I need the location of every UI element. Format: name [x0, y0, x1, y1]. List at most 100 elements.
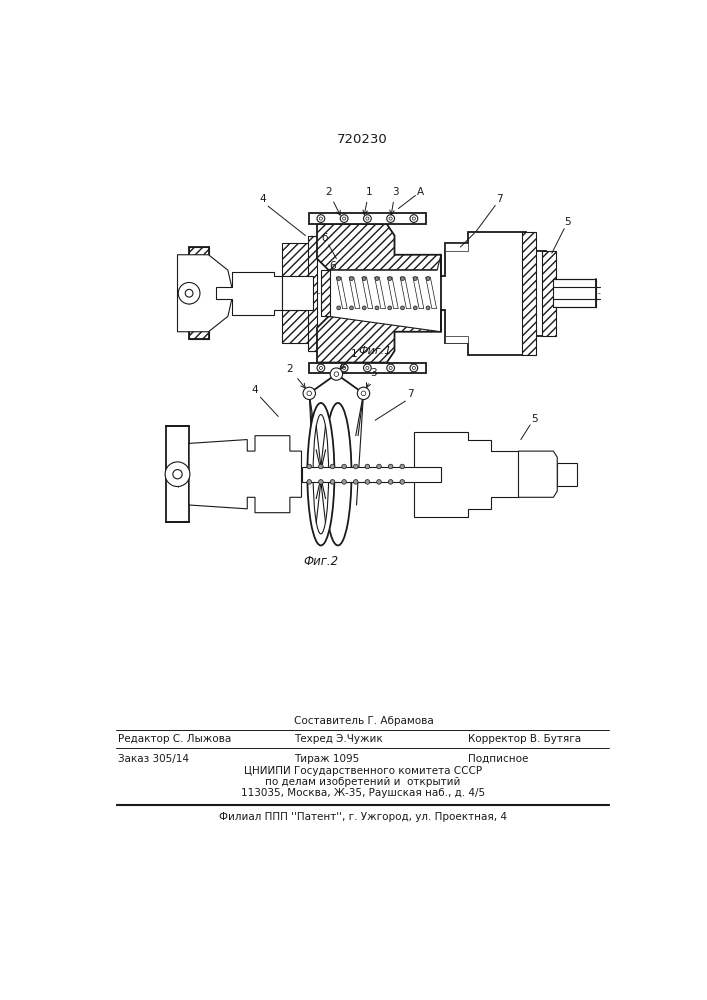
Text: 7: 7: [407, 389, 414, 399]
Polygon shape: [426, 277, 436, 309]
Circle shape: [354, 464, 358, 469]
Polygon shape: [375, 277, 385, 309]
Bar: [282, 276, 313, 310]
Text: 3: 3: [390, 187, 398, 215]
Circle shape: [401, 277, 404, 281]
Polygon shape: [189, 436, 301, 513]
Text: 4: 4: [259, 194, 266, 204]
Polygon shape: [362, 277, 373, 309]
Text: ЦНИИПИ Государственного комитета СССР: ЦНИИПИ Государственного комитета СССР: [244, 766, 481, 776]
Bar: [309, 213, 426, 224]
Bar: [308, 235, 317, 351]
Text: Тираж 1095: Тираж 1095: [293, 754, 359, 764]
Circle shape: [377, 480, 381, 484]
Circle shape: [366, 366, 369, 369]
Text: Корректор В. Бутяга: Корректор В. Бутяга: [468, 734, 581, 744]
Circle shape: [410, 215, 418, 222]
Circle shape: [178, 282, 200, 304]
Bar: [557, 463, 577, 486]
Text: 1: 1: [363, 187, 373, 215]
Bar: [522, 232, 537, 355]
Circle shape: [319, 480, 323, 484]
Bar: [257, 272, 259, 315]
Circle shape: [387, 215, 395, 222]
Circle shape: [337, 306, 341, 310]
Circle shape: [362, 306, 366, 310]
Circle shape: [387, 364, 395, 372]
Circle shape: [414, 306, 417, 310]
Circle shape: [330, 368, 343, 380]
Circle shape: [426, 277, 430, 281]
Polygon shape: [282, 310, 321, 351]
Polygon shape: [317, 316, 441, 363]
Ellipse shape: [308, 403, 334, 545]
Circle shape: [363, 215, 371, 222]
Text: Фиг.1: Фиг.1: [358, 346, 392, 356]
Circle shape: [388, 480, 393, 484]
Circle shape: [317, 364, 325, 372]
Circle shape: [389, 366, 392, 369]
Bar: [301, 466, 441, 482]
Circle shape: [173, 470, 182, 479]
Circle shape: [349, 306, 354, 310]
Circle shape: [414, 277, 417, 281]
Circle shape: [375, 277, 379, 281]
Polygon shape: [414, 432, 518, 517]
Polygon shape: [189, 443, 224, 505]
Circle shape: [365, 480, 370, 484]
Bar: [445, 243, 468, 251]
Circle shape: [317, 215, 325, 222]
Text: Заказ 305/14: Заказ 305/14: [118, 754, 189, 764]
Text: 720230: 720230: [337, 133, 388, 146]
Text: 1: 1: [341, 349, 357, 369]
Circle shape: [349, 277, 354, 281]
Circle shape: [330, 464, 335, 469]
Circle shape: [400, 464, 404, 469]
Polygon shape: [189, 247, 209, 339]
Circle shape: [319, 464, 323, 469]
Circle shape: [334, 372, 339, 376]
Circle shape: [362, 277, 366, 281]
Text: 2: 2: [325, 187, 340, 215]
Polygon shape: [282, 235, 321, 276]
Bar: [445, 336, 468, 343]
Polygon shape: [400, 277, 411, 309]
Circle shape: [357, 387, 370, 400]
Circle shape: [400, 480, 404, 484]
Bar: [441, 276, 452, 310]
Circle shape: [375, 306, 379, 310]
Circle shape: [363, 364, 371, 372]
Text: Подписное: Подписное: [468, 754, 529, 764]
Circle shape: [366, 217, 369, 220]
Circle shape: [307, 480, 312, 484]
Text: б: б: [322, 233, 328, 243]
Circle shape: [307, 391, 312, 396]
Bar: [244, 272, 247, 315]
Text: Составитель Г. Абрамова: Составитель Г. Абрамова: [293, 716, 433, 726]
Polygon shape: [329, 255, 445, 332]
Circle shape: [185, 289, 193, 297]
Polygon shape: [441, 232, 554, 355]
Bar: [542, 251, 556, 336]
Bar: [166, 426, 189, 522]
Circle shape: [320, 217, 322, 220]
Circle shape: [343, 366, 346, 369]
Bar: [309, 363, 426, 373]
Circle shape: [412, 366, 416, 369]
Circle shape: [388, 464, 393, 469]
Circle shape: [354, 480, 358, 484]
Circle shape: [426, 306, 430, 310]
Circle shape: [389, 217, 392, 220]
Bar: [263, 272, 266, 315]
Polygon shape: [387, 277, 398, 309]
Circle shape: [365, 464, 370, 469]
Text: 2: 2: [286, 364, 305, 388]
Text: по делам изобретений и  открытий: по делам изобретений и открытий: [265, 777, 460, 787]
Circle shape: [165, 462, 190, 487]
Text: Техред Э.Чужик: Техред Э.Чужик: [293, 734, 382, 744]
Text: 5: 5: [564, 217, 571, 227]
Text: A: A: [416, 187, 423, 197]
Circle shape: [361, 391, 366, 396]
Circle shape: [341, 464, 346, 469]
Polygon shape: [413, 277, 423, 309]
